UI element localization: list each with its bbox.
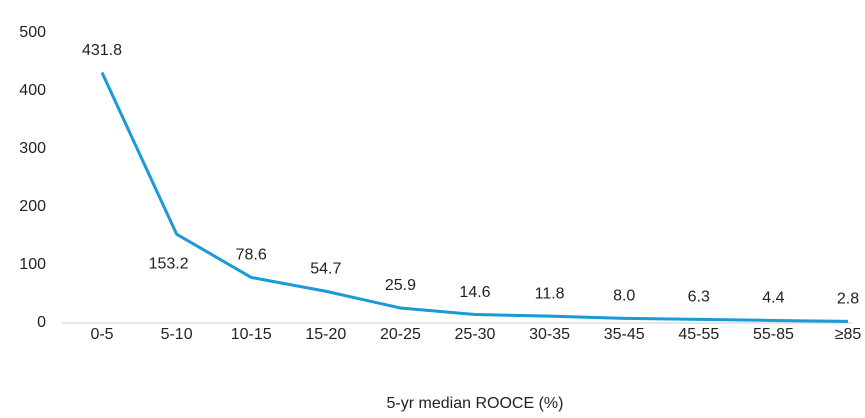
data-label: 6.3 bbox=[688, 289, 710, 306]
data-label: 14.6 bbox=[459, 284, 490, 301]
x-tick-label: ≥85 bbox=[835, 326, 862, 343]
x-tick-label: 45-55 bbox=[678, 326, 719, 343]
x-tick-label: 10-15 bbox=[231, 326, 272, 343]
x-tick-label: 20-25 bbox=[380, 326, 421, 343]
x-axis-title: 5-yr median ROOCE (%) bbox=[387, 395, 564, 412]
y-tick-label: 300 bbox=[19, 140, 46, 157]
line bbox=[100, 71, 849, 323]
data-label: 11.8 bbox=[535, 285, 565, 302]
data-label: 4.4 bbox=[762, 290, 784, 307]
data-label: 25.9 bbox=[385, 277, 416, 294]
x-tick-label: 25-30 bbox=[455, 326, 496, 343]
data-label: 78.6 bbox=[236, 247, 267, 264]
y-tick-label: 100 bbox=[19, 256, 46, 273]
x-tick-label: 35-45 bbox=[604, 326, 645, 343]
x-tick-label: 5-10 bbox=[161, 326, 193, 343]
data-label: 153.2 bbox=[149, 255, 189, 272]
y-tick-label: 0 bbox=[37, 314, 46, 331]
data-label: 2.8 bbox=[837, 291, 859, 308]
data-label: 54.7 bbox=[310, 260, 341, 277]
data-label: 431.8 bbox=[82, 42, 122, 59]
y-tick-label: 200 bbox=[19, 198, 46, 215]
x-tick-label: 15-20 bbox=[305, 326, 346, 343]
y-tick-label: 400 bbox=[19, 82, 46, 99]
x-tick-label: 55-85 bbox=[753, 326, 794, 343]
x-tick-label: 30-35 bbox=[529, 326, 570, 343]
y-tick-label: 500 bbox=[19, 24, 46, 41]
x-tick-label: 0-5 bbox=[90, 326, 113, 343]
data-label: 8.0 bbox=[613, 288, 635, 305]
